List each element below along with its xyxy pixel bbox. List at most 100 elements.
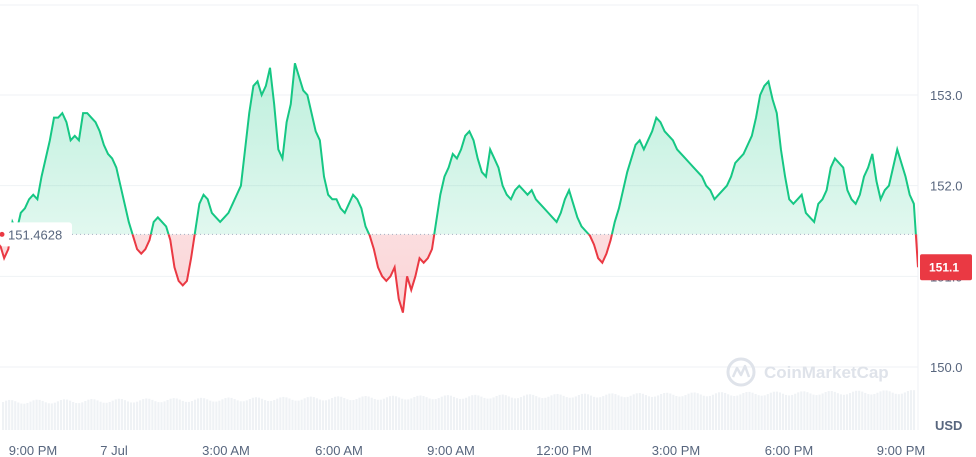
volume-bar (504, 395, 507, 430)
volume-bar (501, 394, 504, 430)
volume-bar (337, 396, 340, 430)
volume-bar (236, 400, 239, 430)
volume-bar (32, 400, 35, 430)
volume-bar (784, 394, 788, 430)
volume-bar (547, 396, 550, 430)
volume-bar (675, 396, 678, 430)
volume-bar (876, 392, 879, 430)
volume-bar (163, 401, 166, 430)
volume-bar (565, 397, 568, 430)
volume-bar (489, 398, 492, 430)
volume-bar (401, 398, 404, 430)
volume-bar (385, 397, 389, 430)
volume-bar (117, 398, 120, 430)
volume-bar (321, 400, 325, 430)
volume-bar (556, 393, 559, 430)
volume-bar (510, 397, 513, 430)
volume-bar (775, 391, 778, 430)
volume-bar (842, 394, 846, 430)
volume-bar (803, 391, 806, 430)
volume-bar (297, 400, 300, 430)
volume-bar (693, 392, 696, 430)
volume-bar (20, 403, 23, 430)
volume-bar (443, 395, 446, 430)
volume-bar (772, 391, 775, 430)
volume-bar (340, 396, 343, 430)
volume-bar (663, 392, 666, 430)
volume-bar (483, 397, 486, 430)
volume-bar (200, 397, 203, 430)
volume-bar (474, 394, 477, 430)
volume-bar (638, 393, 641, 430)
volume-bar (26, 402, 29, 430)
volume-bar (818, 394, 821, 430)
volume-bar (428, 398, 431, 430)
watermark-text: CoinMarketCap (764, 363, 889, 382)
volume-bar (446, 395, 449, 430)
volume-bar (413, 397, 416, 430)
volume-bar (56, 401, 59, 430)
volume-bar (398, 397, 401, 430)
volume-bar (739, 394, 742, 430)
volume-bar (251, 397, 254, 430)
volume-bar (669, 393, 672, 430)
volume-bar (437, 398, 440, 430)
volume-bar (254, 397, 258, 430)
volume-bar (8, 399, 11, 430)
volume-bar (416, 395, 419, 430)
volume-bar (730, 395, 733, 430)
volume-bar (96, 400, 99, 430)
volume-bar (367, 396, 370, 430)
volume-bar (75, 402, 78, 430)
volume-bar (449, 395, 452, 430)
volume-bar (78, 403, 81, 430)
volume-bar (81, 402, 84, 430)
volume-bar (142, 399, 145, 430)
y-axis-unit: USD (935, 418, 962, 433)
volume-bar (151, 399, 154, 430)
volume-bar (148, 398, 151, 430)
volume-bar (160, 402, 163, 430)
x-tick-label: 9:00 AM (427, 443, 475, 457)
volume-bar (885, 390, 888, 430)
volume-bar (206, 399, 209, 430)
volume-bar (806, 392, 809, 430)
volume-bar (108, 402, 111, 430)
volume-bar (571, 397, 574, 430)
volume-bar (285, 397, 288, 430)
volume-bar (17, 402, 20, 430)
volume-bar (410, 398, 413, 430)
volume-bar (708, 395, 711, 430)
volume-bar (858, 390, 861, 430)
volume-bar (577, 395, 580, 430)
volume-bar (114, 399, 117, 430)
volume-bar (190, 401, 194, 430)
volume-bar (264, 400, 267, 430)
volume-bar (215, 401, 218, 430)
volume-bar (848, 393, 852, 430)
volume-bar (733, 395, 736, 430)
volume-bar (894, 393, 897, 430)
volume-bar (507, 396, 510, 430)
volume-bar (553, 394, 556, 430)
volume-bar (522, 395, 526, 430)
reference-label-box (0, 222, 72, 247)
volume-bar (462, 398, 465, 430)
volume-bar (873, 393, 876, 430)
volume-bar (221, 399, 224, 430)
volume-bar (440, 396, 443, 430)
volume-bar (239, 401, 242, 430)
volume-bar (41, 400, 44, 430)
volume-bar (736, 395, 739, 430)
price-area-up (10, 63, 916, 235)
volume-bar (836, 393, 839, 430)
volume-bar (486, 398, 489, 430)
volume-bar (617, 395, 620, 430)
volume-bar (760, 395, 763, 430)
volume-bar (657, 395, 660, 430)
volume-bar (797, 392, 800, 430)
volume-bar (827, 391, 830, 430)
volume-bar (778, 392, 782, 430)
